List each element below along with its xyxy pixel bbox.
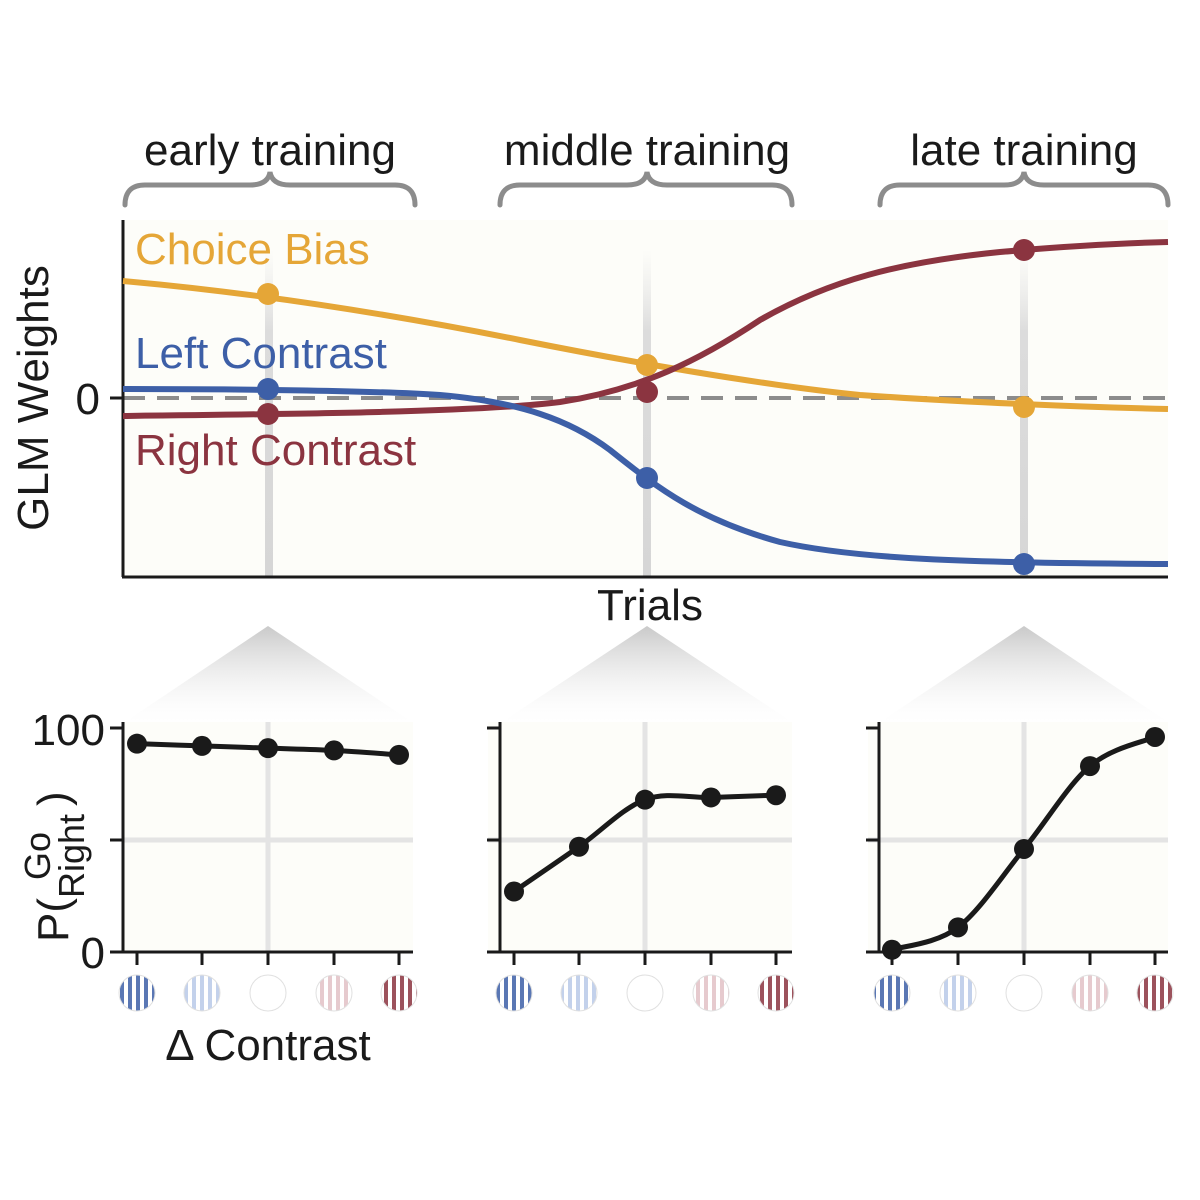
- brace-middle: [497, 171, 795, 208]
- zoom-triangle-late: [880, 626, 1168, 722]
- curly-braces: [122, 171, 1171, 208]
- data-point: [192, 735, 212, 756]
- stage-label-late: late training: [910, 126, 1137, 175]
- series-label-right-contrast: Right Contrast: [135, 426, 416, 475]
- left-strong-grating-icon: [873, 974, 911, 1012]
- data-point: [882, 939, 902, 960]
- panel-background: [868, 722, 1168, 952]
- right-strong-grating-icon: [757, 974, 795, 1012]
- zoom-triangle-middle: [502, 626, 792, 722]
- stimulus-icon-row: [118, 974, 1174, 1012]
- left-strong-grating-icon: [495, 974, 533, 1012]
- left-contrast-dot-early: [257, 378, 279, 400]
- data-point: [701, 787, 721, 808]
- right-contrast-dot-early: [257, 403, 279, 425]
- right-weak-grating-icon: [1071, 974, 1109, 1012]
- series-label-choice-bias: Choice Bias: [135, 225, 370, 274]
- right-contrast-dot-late: [1013, 239, 1035, 261]
- choice-bias-curve: [122, 278, 1169, 412]
- brace-early: [122, 171, 418, 208]
- psy-x-axis-label: Δ Contrast: [165, 1021, 370, 1070]
- stage-label-middle: middle training: [504, 126, 790, 175]
- right-weak-grating-icon: [315, 974, 353, 1012]
- data-point: [766, 785, 786, 806]
- ylabel-go: Go: [17, 832, 58, 880]
- left-weak-grating-icon: [939, 974, 977, 1012]
- right-strong-grating-icon: [380, 974, 418, 1012]
- data-point: [1080, 756, 1100, 777]
- glm-y-axis-label: GLM Weights: [9, 265, 58, 531]
- left-contrast-dot-middle: [636, 467, 658, 489]
- left-weak-grating-icon: [560, 974, 598, 1012]
- data-point: [324, 740, 344, 761]
- psy-y-axis-label: P( Go Right ): [17, 791, 92, 942]
- psychometric-data: [127, 733, 409, 765]
- stage-label-early: early training: [144, 126, 396, 175]
- glm-x-axis-label: Trials: [597, 581, 703, 630]
- zero-contrast-icon: [1005, 974, 1043, 1012]
- data-point: [948, 917, 968, 938]
- data-point: [504, 881, 524, 902]
- left-weak-grating-icon: [183, 974, 221, 1012]
- brace-late: [877, 171, 1171, 208]
- left-strong-grating-icon: [118, 974, 156, 1012]
- left-contrast-curve: [122, 386, 1169, 567]
- series-label-left-contrast: Left Contrast: [135, 329, 387, 378]
- psy-ytick-0: 0: [81, 929, 105, 978]
- psychometric-data: [882, 726, 1165, 960]
- left-contrast-dot-late: [1013, 553, 1035, 575]
- ylabel-close: ): [29, 791, 78, 806]
- data-point: [635, 789, 655, 810]
- data-point: [258, 738, 278, 759]
- data-point: [1145, 726, 1165, 747]
- data-point: [569, 836, 589, 857]
- data-point: [127, 733, 147, 754]
- psychometric-panel-late: [866, 722, 1168, 965]
- ylabel-right: Right: [51, 814, 92, 898]
- psychometric-panel-middle: [487, 722, 792, 965]
- glm-zero-tick-label: 0: [76, 375, 100, 424]
- zoom-triangle-early: [125, 626, 412, 722]
- zero-contrast-icon: [249, 974, 287, 1012]
- right-contrast-dot-middle: [636, 381, 658, 403]
- choice-bias-dot-late: [1013, 396, 1035, 418]
- glm-sample-dots: [257, 239, 1035, 575]
- panel-background: [488, 722, 792, 952]
- psychometric-data: [504, 785, 786, 902]
- data-point: [389, 744, 409, 765]
- ylabel-p: P(: [29, 898, 78, 942]
- choice-bias-dot-early: [257, 283, 279, 305]
- choice-bias-dot-middle: [636, 354, 658, 376]
- psychometric-panel-early: [110, 722, 413, 965]
- right-strong-grating-icon: [1136, 974, 1174, 1012]
- stage-marker-middle: [643, 250, 651, 577]
- right-weak-grating-icon: [692, 974, 730, 1012]
- data-point: [1014, 838, 1034, 859]
- psy-ytick-100: 100: [32, 706, 105, 755]
- zero-contrast-icon: [626, 974, 664, 1012]
